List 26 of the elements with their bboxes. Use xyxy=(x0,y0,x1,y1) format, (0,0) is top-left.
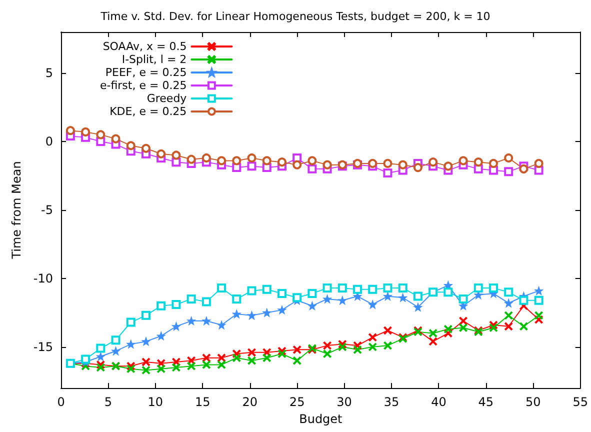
x-tick-label: 5 xyxy=(104,395,112,409)
y-tick-label: -5 xyxy=(41,203,53,217)
x-tick-label: 20 xyxy=(242,395,258,409)
legend-label: SOAAv, x = 0.5 xyxy=(102,40,187,53)
x-tick-label: 15 xyxy=(195,395,210,409)
y-tick-label: -10 xyxy=(33,271,53,286)
x-tick-label: 30 xyxy=(336,395,352,409)
y-tick-label: 0 xyxy=(45,134,53,149)
y-tick-label: 5 xyxy=(45,66,53,80)
x-tick-label: 45 xyxy=(478,395,494,409)
chart-title: Time v. Std. Dev. for Linear Homogeneous Tests, budget = 200, k = 10 xyxy=(100,10,490,23)
x-tick-label: 10 xyxy=(148,395,164,409)
x-tick-label: 40 xyxy=(431,395,446,409)
legend-label: PEEF, e = 0.25 xyxy=(105,66,187,79)
x-tick-label: 0 xyxy=(57,395,65,409)
x-axis-title: Budget xyxy=(299,412,343,426)
legend-label: e-first, e = 0.25 xyxy=(100,79,187,92)
legend-label: KDE, e = 0.25 xyxy=(110,105,187,118)
x-tick-label: 35 xyxy=(384,395,400,409)
y-axis-title: Time from Mean xyxy=(10,161,24,260)
y-tick-label: -15 xyxy=(33,340,53,354)
legend-label: I-Split, l = 2 xyxy=(122,53,187,66)
x-tick-label: 55 xyxy=(572,395,588,409)
x-tick-label: 50 xyxy=(526,395,541,409)
x-tick-label: 25 xyxy=(289,395,305,409)
legend-label: Greedy xyxy=(146,92,188,105)
